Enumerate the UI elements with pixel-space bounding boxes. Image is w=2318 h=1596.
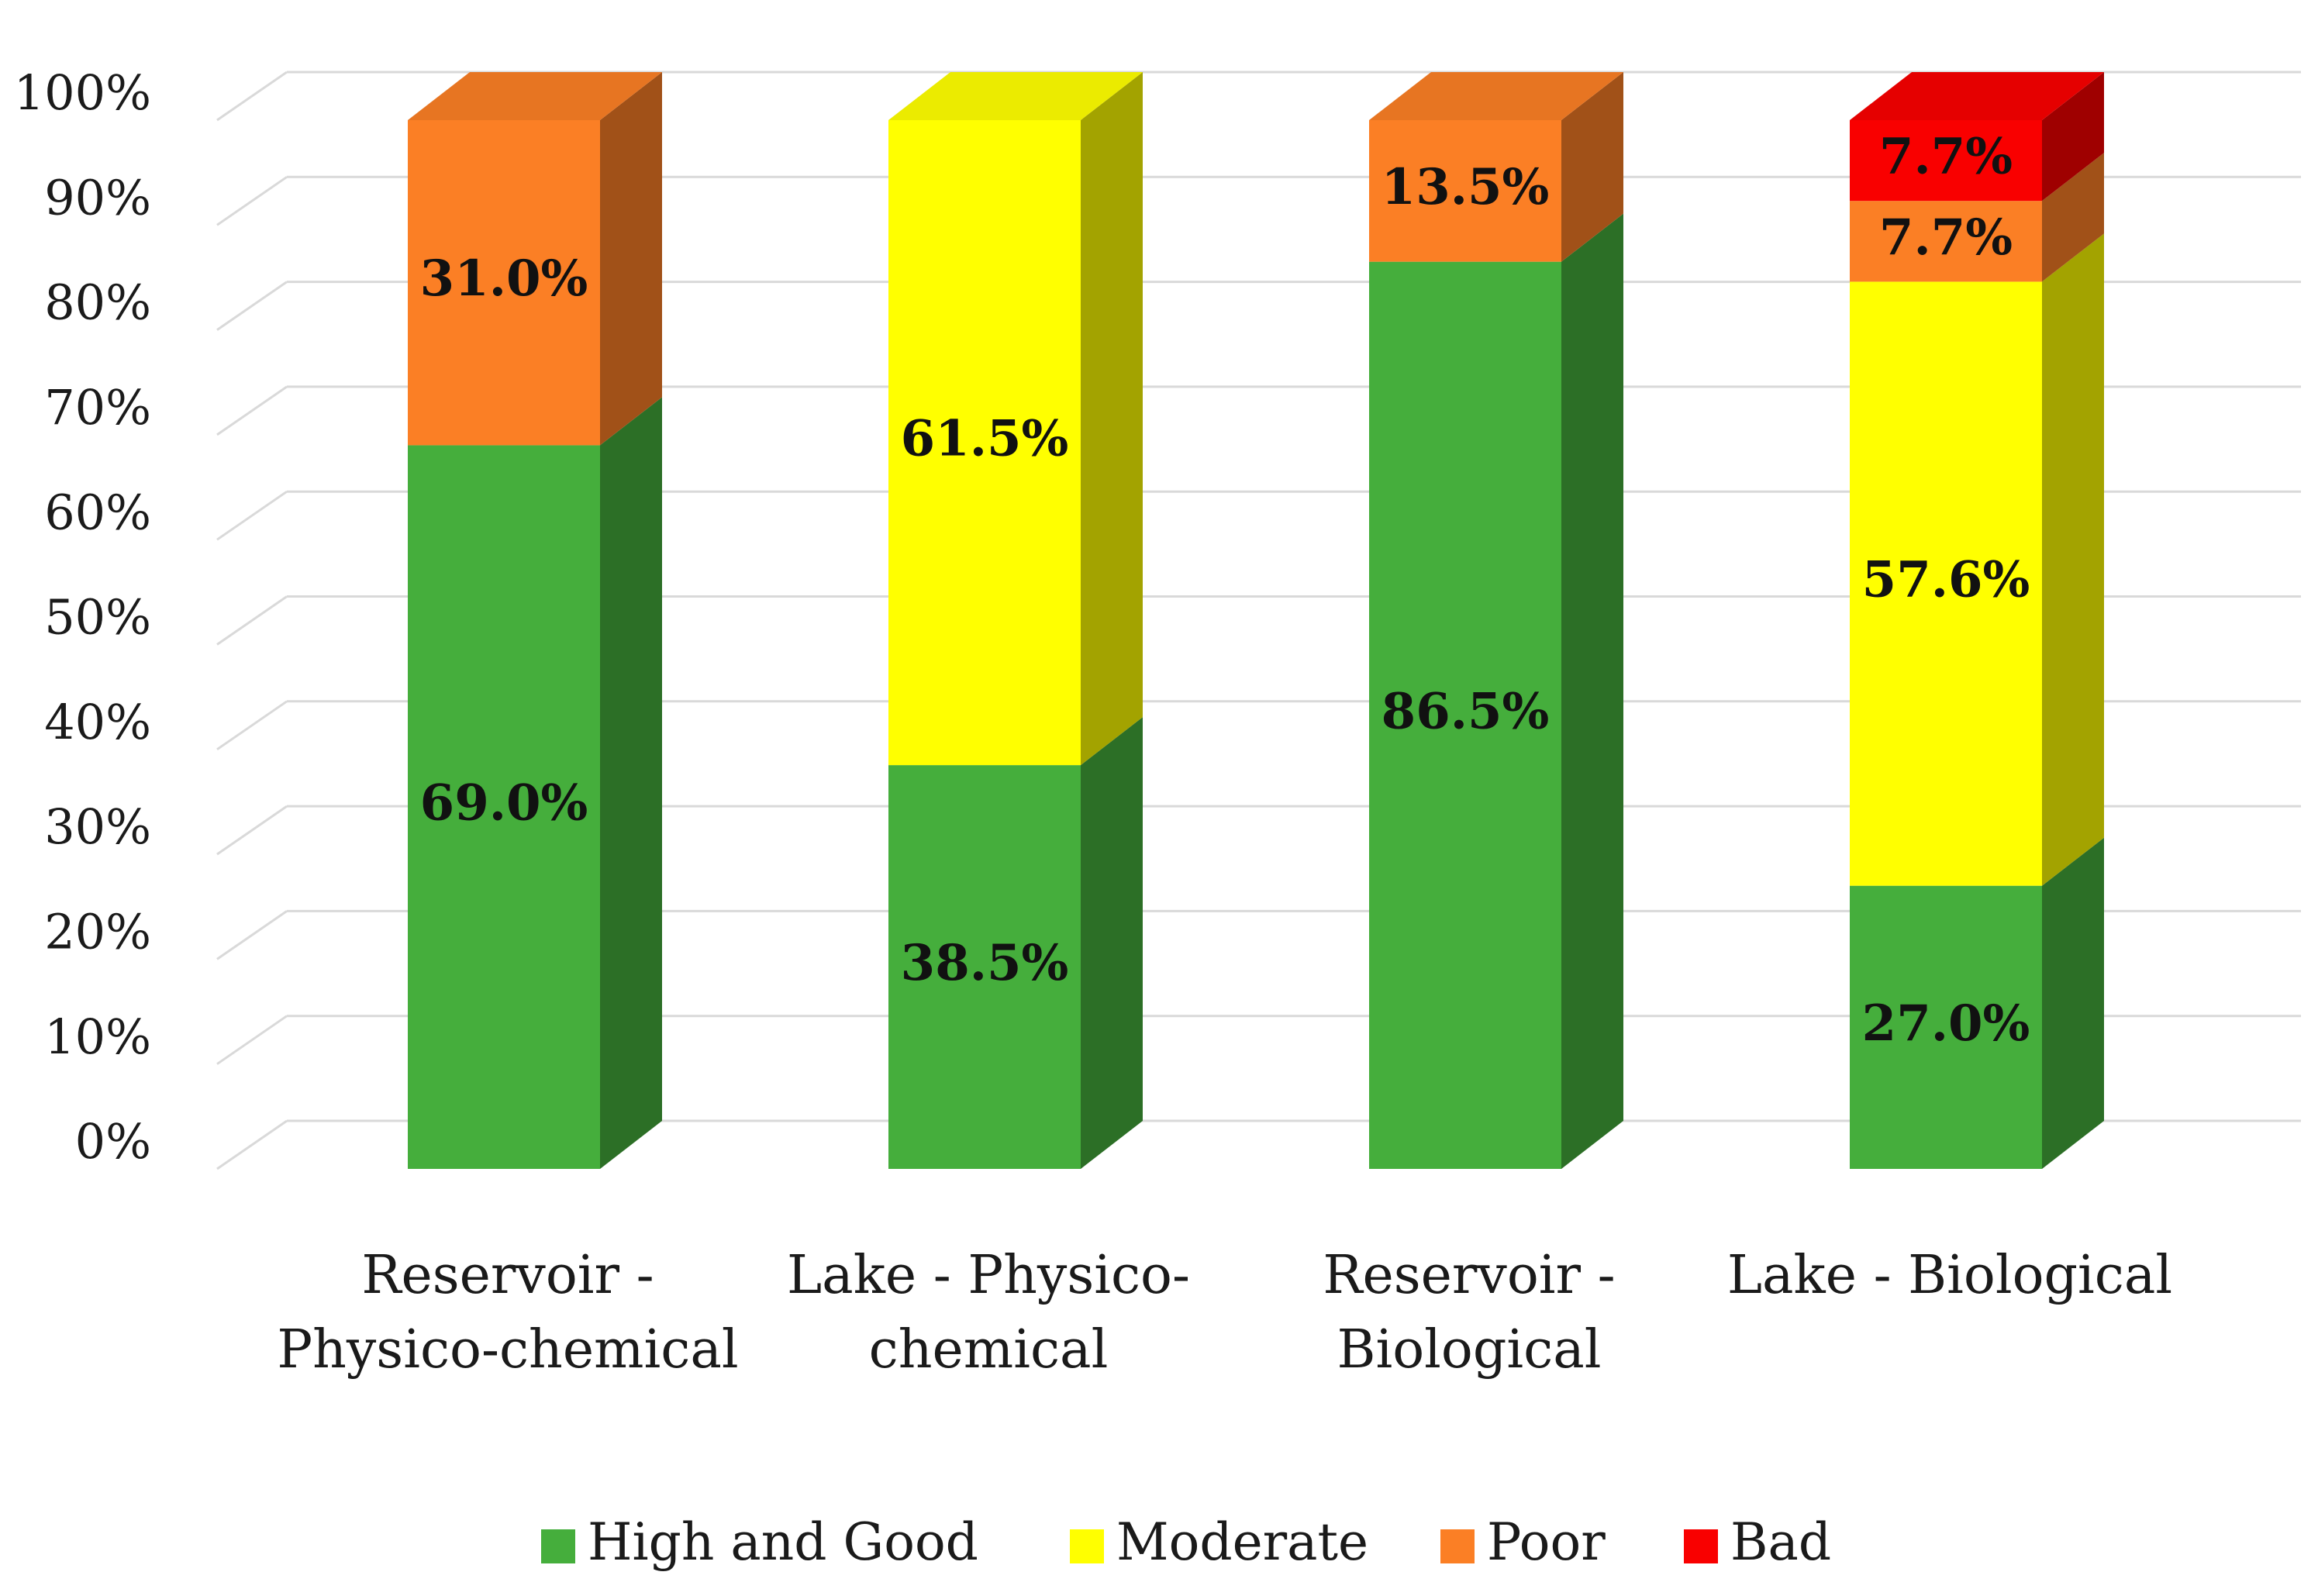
data-label-0-series-2: 31.0% bbox=[420, 250, 588, 308]
gridline-depth-9 bbox=[216, 176, 288, 226]
category-label-1: Lake - Physico-chemical bbox=[787, 1245, 1190, 1381]
bar-side-3-series-3 bbox=[2042, 72, 2104, 202]
y-tick-label: 70% bbox=[44, 379, 151, 436]
legend-swatch-2 bbox=[1440, 1529, 1475, 1563]
bar-side-1-series-0 bbox=[1081, 717, 1143, 1169]
data-label-1-series-1: 61.5% bbox=[901, 410, 1069, 468]
y-tick-label: 60% bbox=[44, 484, 151, 540]
y-tick-label: 20% bbox=[44, 904, 151, 960]
data-label-3-series-0: 27.0% bbox=[1862, 994, 2030, 1053]
y-tick-label: 0% bbox=[75, 1113, 151, 1170]
bar-3-series-0 bbox=[1850, 885, 2042, 1169]
data-label-3-series-1: 57.6% bbox=[1862, 551, 2030, 609]
bar-1-series-0 bbox=[888, 765, 1081, 1169]
bar-side-3-series-0 bbox=[2042, 837, 2104, 1169]
bar-3-series-1 bbox=[1850, 281, 2042, 886]
category-label-3: Lake - Biological bbox=[1727, 1245, 2172, 1306]
bar-top-1 bbox=[888, 72, 1143, 120]
data-label-2-series-0: 86.5% bbox=[1381, 682, 1550, 740]
bar-side-2-series-0 bbox=[1561, 213, 1623, 1169]
bar-1-series-1 bbox=[888, 120, 1081, 766]
gridline-depth-0 bbox=[216, 1119, 288, 1170]
legend-swatch-3 bbox=[1684, 1529, 1718, 1563]
bar-top-0 bbox=[408, 72, 662, 120]
bar-side-3-series-1 bbox=[2042, 233, 2104, 886]
legend-label-3: Bad bbox=[1730, 1512, 1831, 1572]
data-label-1-series-0: 38.5% bbox=[901, 934, 1069, 992]
gridline-depth-4 bbox=[216, 700, 288, 751]
gridline-depth-7 bbox=[216, 385, 288, 436]
y-tick-label: 30% bbox=[44, 798, 151, 855]
category-label-2: Reservoir -Biological bbox=[1323, 1245, 1615, 1381]
legend-label-1: Moderate bbox=[1116, 1512, 1368, 1572]
bar-top-3 bbox=[1850, 72, 2104, 120]
gridline-depth-1 bbox=[216, 1015, 288, 1065]
bar-3-series-3 bbox=[1850, 120, 2042, 202]
category-label-0: Reservoir -Physico-chemical bbox=[277, 1245, 738, 1381]
bar-side-0-series-0 bbox=[600, 397, 662, 1169]
bar-3-series-2 bbox=[1850, 201, 2042, 282]
bar-0-series-0 bbox=[408, 445, 600, 1169]
bar-side-0-series-2 bbox=[600, 72, 662, 446]
gridline-depth-3 bbox=[216, 805, 288, 856]
gridline-depth-10 bbox=[216, 71, 288, 122]
x-axis-category-labels: Reservoir -Physico-chemical Lake - Physic… bbox=[277, 1245, 2172, 1381]
y-tick-label: 10% bbox=[44, 1008, 151, 1065]
y-axis-tick-labels: 0% 10% 20% 30% 40% 50% 60% 70% 80% 90% 100% bbox=[14, 64, 151, 1170]
bar-2-series-2 bbox=[1369, 120, 1561, 262]
legend-label-2: Poor bbox=[1487, 1512, 1606, 1572]
y-tick-label: 50% bbox=[44, 589, 151, 646]
y-tick-label: 80% bbox=[44, 274, 151, 331]
y-tick-label: 90% bbox=[44, 169, 151, 226]
legend-swatch-1 bbox=[1070, 1529, 1104, 1563]
data-label-3-series-3: 7.7% bbox=[1879, 128, 2013, 186]
data-label-3-series-2: 7.7% bbox=[1879, 209, 2013, 267]
gridline-depth-8 bbox=[216, 281, 288, 331]
bar-side-2-series-2 bbox=[1561, 72, 1623, 262]
legend-swatch-0 bbox=[541, 1529, 575, 1563]
data-labels: 69.0% 31.0% 38.5% 61.5% 86.5% 13.5% 27.0% 57.6%… bbox=[420, 128, 2030, 1053]
data-label-2-series-2: 13.5% bbox=[1381, 158, 1550, 216]
bar-side-1-series-1 bbox=[1081, 72, 1143, 766]
bar-2-series-0 bbox=[1369, 261, 1561, 1169]
data-label-0-series-0: 69.0% bbox=[420, 774, 588, 832]
bar-0-series-2 bbox=[408, 120, 600, 446]
y-tick-label: 100% bbox=[14, 64, 151, 121]
gridline-depth-2 bbox=[216, 910, 288, 960]
bar-side-3-series-2 bbox=[2042, 153, 2104, 282]
y-tick-label: 40% bbox=[44, 694, 151, 750]
bar-top-2 bbox=[1369, 72, 1623, 120]
legend: High and Good Moderate Poor Bad bbox=[541, 1512, 1831, 1572]
gridline-depth-6 bbox=[216, 490, 288, 541]
gridline-depth-5 bbox=[216, 595, 288, 646]
legend-label-0: High and Good bbox=[588, 1512, 978, 1572]
bars bbox=[408, 72, 2104, 1169]
